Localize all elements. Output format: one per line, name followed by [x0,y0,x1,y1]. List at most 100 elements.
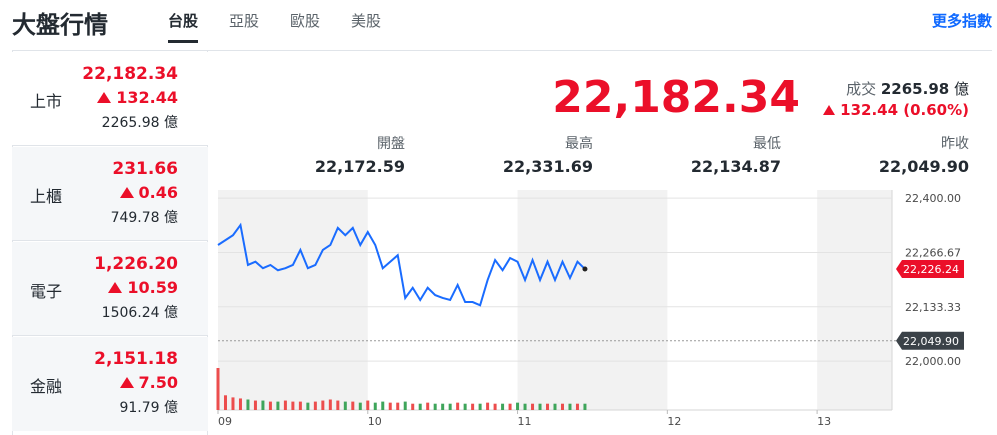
volume-bar [538,403,542,410]
index-volume: 2265.98 億 [101,115,178,131]
current-badge [896,259,964,278]
tab[interactable]: 亞股 [229,12,260,30]
up-arrow [97,92,112,103]
page-title: 大盤行情 [12,11,108,39]
volume-bar [358,402,362,410]
stat-value: 22,134.87 [690,157,781,176]
volume-bar [373,402,377,410]
last-point [582,266,588,272]
tab[interactable]: 歐股 [290,12,321,30]
volume-bar [508,403,512,410]
stat-label: 昨收 [941,136,969,152]
y-tick-label: 22,133.33 [905,301,961,314]
quote-change-value: 132.44 (0.60%) [840,101,969,119]
volume-bar [343,401,347,410]
volume-bar [231,397,235,410]
tab[interactable]: 美股 [351,12,382,30]
volume-bar [448,403,452,410]
stat-label: 最高 [565,136,593,152]
volume-bar [268,401,272,410]
volume-bar [471,403,475,410]
x-tick-label: 09 [218,415,232,428]
prev-close-badge [896,331,964,350]
index-change-value: 0.46 [138,183,178,202]
volume-bar [560,403,564,410]
volume-bar [411,403,415,410]
volume-bar [388,402,392,410]
volume-bar [238,398,242,410]
x-tick-label: 12 [667,415,681,428]
volume-bar [366,400,370,410]
turnover-value: 2265.98 [880,80,950,98]
hour-band [517,190,668,410]
stat-value: 22,172.59 [314,157,405,176]
index-change: 7.50 [119,373,178,392]
stat: 最高 22,331.69 [433,133,593,176]
volume-bar [223,395,227,410]
divider [12,50,992,51]
volume-bar [426,402,430,410]
x-tick-label: 11 [518,415,532,428]
stat-value: 22,331.69 [502,157,593,176]
volume-bar [403,401,407,410]
y-tick-label: 22,000.00 [905,355,961,368]
volume-bar [463,403,467,410]
price-line [217,222,586,307]
index-volume: 1506.24 億 [101,305,178,321]
volume-bar [381,401,385,410]
index-change: 132.44 [97,88,178,107]
up-arrow [823,105,836,115]
stat-label: 最低 [753,136,781,152]
index-row[interactable]: 上櫃 231.66 0.46 749.78 億 [12,147,208,241]
index-volume: 749.78 億 [110,210,178,226]
volume-bar [313,401,317,410]
index-name: 金融 [30,377,63,396]
index-row[interactable]: 上市 22,182.34 132.44 2265.98 億 [12,52,208,146]
volume-bar [546,403,550,410]
index-name: 電子 [30,282,63,301]
volume-bar [501,403,505,410]
index-change-value: 132.44 [116,88,178,107]
index-row[interactable]: 金融 2,151.18 7.50 91.79 億 [12,337,208,431]
more-link[interactable]: 更多指數 [931,12,992,30]
prev-close-label: 22,049.90 [903,335,959,348]
volume-bar [568,403,572,410]
x-tick-label: 13 [817,415,831,428]
volume-bar [336,400,340,410]
volume-bar [441,403,445,410]
up-arrow [119,187,134,198]
volume-bar [276,401,280,410]
volume-bar [283,400,287,410]
volume-bar [523,403,527,410]
volume-bar [456,402,460,410]
index-change: 0.46 [119,183,178,202]
stat-value: 22,049.90 [878,157,969,176]
up-arrow [119,377,134,388]
volume-bar [516,402,520,410]
index-row[interactable]: 電子 1,226.20 10.59 1506.24 億 [12,242,208,336]
tab[interactable]: 台股 [168,10,199,43]
volume-bar [321,400,325,410]
volume-bar [486,402,490,410]
volume-bar [493,403,497,410]
up-arrow [108,282,123,293]
hour-band [218,190,368,410]
index-change: 10.59 [108,278,178,297]
volume-bar [351,401,355,410]
index-price: 231.66 [112,159,178,179]
index-name: 上市 [30,92,63,111]
index-price: 22,182.34 [82,64,178,84]
index-price: 1,226.20 [94,254,178,274]
stat-label: 開盤 [377,136,405,152]
volume-bar [216,368,220,410]
x-tick-label: 10 [368,415,382,428]
stat: 最低 22,134.87 [621,133,781,176]
volume-bar [575,403,579,410]
volume-bar [418,403,422,410]
turnover-label: 成交 [846,80,877,98]
y-tick-label: 22,400.00 [905,192,961,205]
turnover: 成交 2265.98 億 [846,78,969,99]
quote-change: 132.44 (0.60%) [823,101,969,119]
